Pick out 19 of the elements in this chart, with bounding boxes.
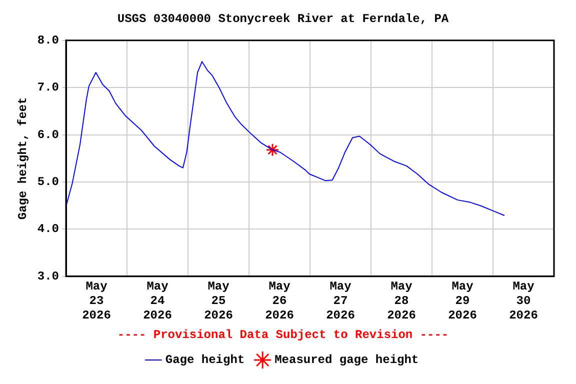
legend-label: Measured gage height xyxy=(274,353,419,368)
x-tick-label: May 25 2026 xyxy=(204,280,233,322)
x-tick-label: May 28 2026 xyxy=(387,280,416,322)
y-tick-label: 3.0 xyxy=(37,269,60,284)
legend-label: Gage height xyxy=(165,353,245,368)
chart-title: USGS 03040000 Stonycreek River at Ferndale, PA xyxy=(117,12,450,26)
x-tick-label: May 30 2026 xyxy=(509,280,538,322)
x-tick-label: May 24 2026 xyxy=(143,280,172,322)
text: ---- Provisional Data Subject to Revision ---- xyxy=(117,328,449,342)
y-tick-label: 4.0 xyxy=(37,222,60,236)
y-axis-title: Gage height, feet xyxy=(16,97,30,220)
y-tick-label: 6.0 xyxy=(37,128,60,142)
y-tick-label: 7.0 xyxy=(37,80,60,95)
x-tick-label: May 23 2026 xyxy=(82,280,111,322)
x-tick-label: May 29 2026 xyxy=(448,280,477,322)
y-tick-label: 8.0 xyxy=(37,33,60,48)
x-tick-label: May 26 2026 xyxy=(265,280,294,322)
y-tick-label: 5.0 xyxy=(37,175,60,190)
x-tick-label: May 27 2026 xyxy=(326,280,355,322)
